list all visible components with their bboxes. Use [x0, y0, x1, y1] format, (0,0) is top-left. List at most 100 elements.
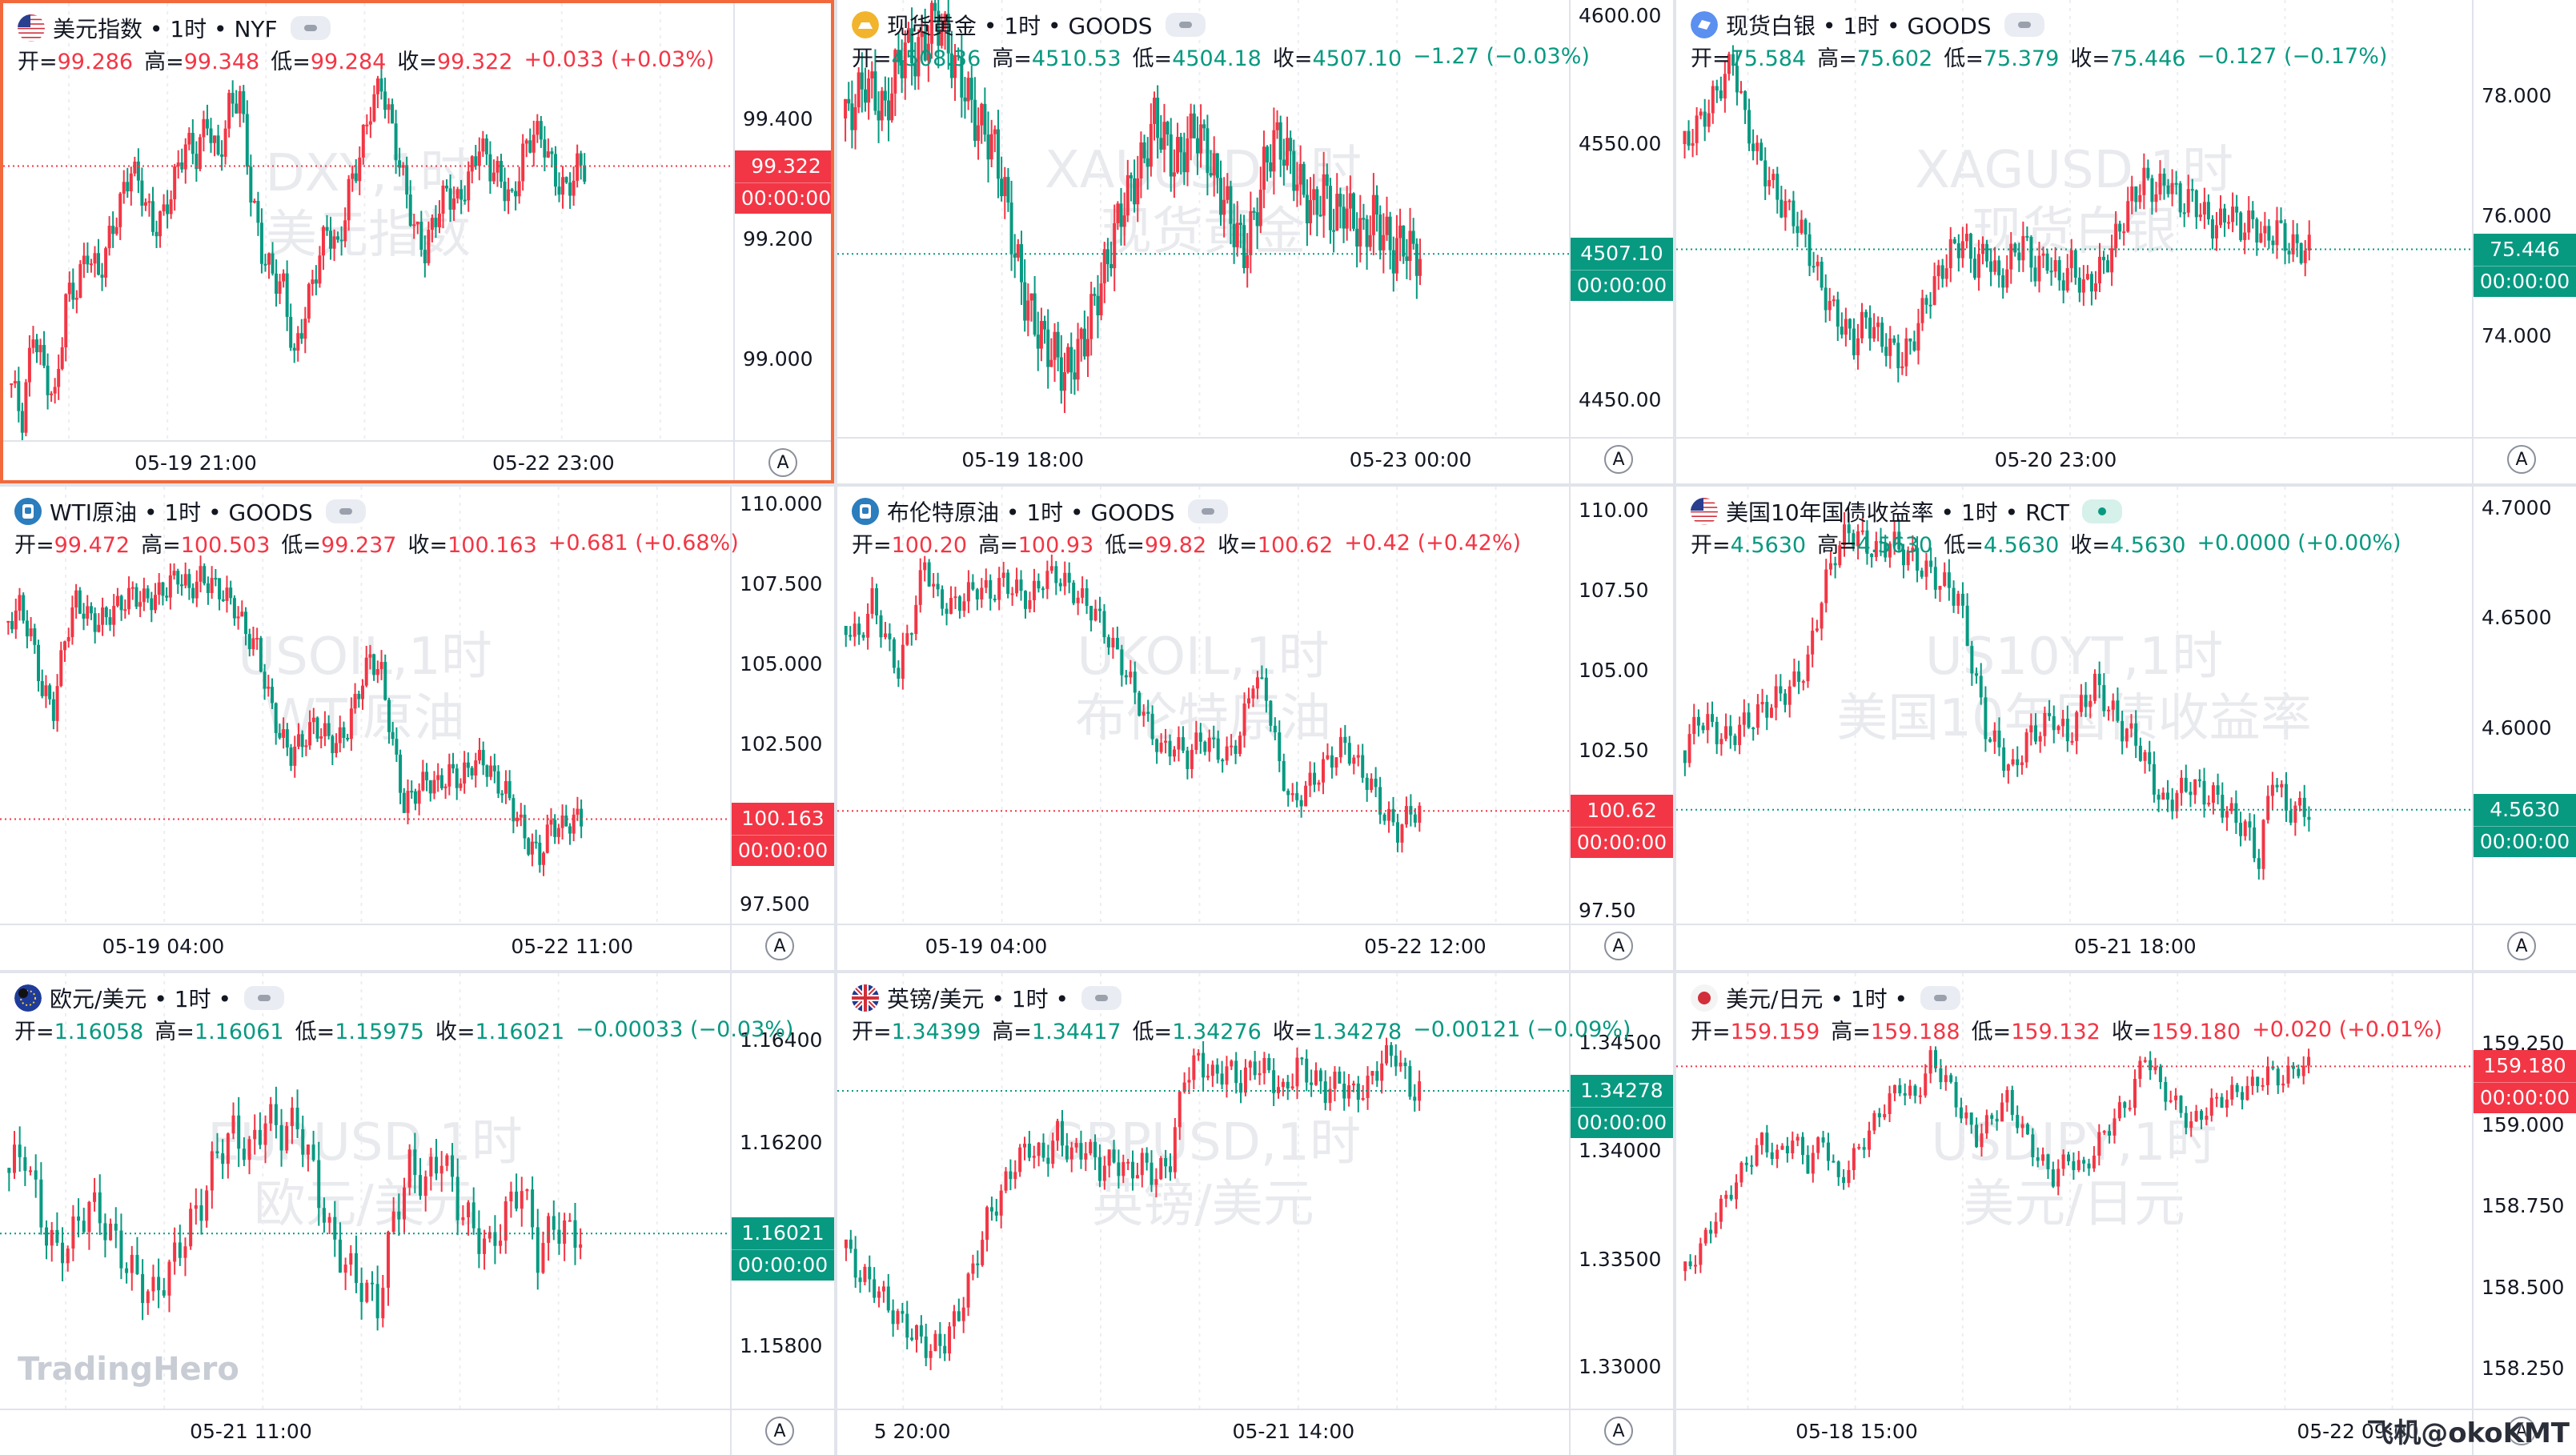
candlestick-chart[interactable] [1676, 487, 2472, 924]
symbol-header[interactable]: 现货白银 • 1时 • GOODS [1691, 8, 2398, 42]
candle [509, 1181, 513, 1218]
auto-scale-button[interactable]: A [1604, 932, 1633, 960]
auto-scale-button[interactable]: A [765, 932, 794, 960]
chart-panel[interactable]: XAUUSD,1时 现货黄金 4600.00 4550.00 4450.00 4507.1… [837, 0, 1673, 483]
market-status-pill[interactable] [290, 16, 331, 40]
market-status-pill[interactable] [1187, 499, 1228, 523]
candlestick-chart[interactable] [837, 487, 1569, 924]
auto-scale-button[interactable]: A [765, 1417, 794, 1445]
candle [553, 146, 557, 196]
symbol-title[interactable]: 美元指数 • 1时 • NYF [53, 16, 278, 42]
auto-scale-button[interactable]: A [1604, 445, 1633, 474]
candle [1391, 236, 1395, 292]
last-price-value: 4.5630 [2490, 797, 2560, 821]
chart-panel[interactable]: XAGUSD,1时 现货白银 78.000 76.000 74.000 75.446 00:… [1676, 0, 2576, 483]
last-price-value: 100.163 [741, 807, 825, 831]
candle [1763, 147, 1767, 201]
candle [364, 645, 368, 687]
symbol-header[interactable]: 美国10年国债收益率 • 1时 • RCT [1691, 495, 2413, 528]
symbol-title[interactable]: 现货白银 • 1时 • GOODS [1726, 13, 1992, 39]
chart-panel[interactable]: EURUSD,1时 欧元/美元 1.16400 1.16200 1.15800 1.160… [0, 973, 834, 1455]
auto-scale-button[interactable]: A [2507, 445, 2536, 474]
time-axis-border [1676, 437, 2576, 439]
candle [1149, 103, 1153, 177]
candle [1755, 134, 1759, 165]
candle [1404, 796, 1408, 828]
chart-panel[interactable]: GBPUSD,1时 英镑/美元 1.34500 1.34000 1.33500 1.330… [837, 973, 1673, 1455]
market-status-pill[interactable] [2081, 499, 2122, 523]
chart-panel[interactable]: USDJPY,1时 美元/日元 159.250 159.000 158.750 158.5… [1676, 973, 2576, 1455]
symbol-header[interactable]: 美元指数 • 1时 • NYF [18, 11, 725, 45]
candle [194, 1188, 198, 1225]
candle [1146, 137, 1150, 190]
chart-panel[interactable]: US10YT,1时 美国10年国债收益率 4.7000 4.6500 4.6000 4.5… [1676, 487, 2576, 970]
symbol-title[interactable]: 布伦特原油 • 1时 • GOODS [887, 499, 1175, 526]
candle [109, 1218, 113, 1241]
candlestick-chart[interactable] [1676, 973, 2472, 1409]
watermark-name: 美元/日元 [1963, 1174, 2185, 1234]
candle [2243, 819, 2247, 841]
candle [2122, 222, 2126, 246]
candle [20, 403, 24, 440]
candle [850, 80, 854, 149]
symbol-header[interactable]: 美元/日元 • 1时 • [1691, 981, 2454, 1015]
symbol-title[interactable]: 欧元/美元 • 1时 • [50, 986, 231, 1012]
symbol-header[interactable]: 欧元/美元 • 1时 • [14, 981, 804, 1015]
candle [2239, 210, 2243, 242]
change-value: −0.00033 (−0.03%) [576, 1016, 794, 1042]
candle [2125, 728, 2129, 748]
symbol-title[interactable]: 现货黄金 • 1时 • GOODS [887, 13, 1153, 39]
candlestick-chart[interactable] [3, 3, 733, 440]
candle [467, 1200, 471, 1236]
candle [70, 595, 74, 645]
auto-scale-button[interactable]: A [1604, 1417, 1633, 1445]
candle [1278, 720, 1282, 772]
candle [140, 167, 144, 217]
candle [2070, 732, 2074, 745]
candlestick-chart[interactable] [837, 973, 1569, 1409]
symbol-header[interactable]: WTI原油 • 1时 • GOODS [14, 495, 750, 528]
auto-scale-button[interactable]: A [768, 448, 797, 477]
time-axis-label: 05-20 23:00 [1994, 448, 2117, 471]
bar-countdown: 00:00:00 [2474, 1082, 2576, 1113]
low-value: 低=4.5630 [1944, 527, 2059, 559]
candle [963, 77, 967, 119]
market-status-pill[interactable] [1081, 986, 1121, 1010]
candle [1836, 1160, 1840, 1186]
market-status-pill[interactable] [2004, 13, 2044, 37]
market-status-pill[interactable] [243, 986, 284, 1010]
candle [1206, 114, 1210, 196]
candle [2045, 248, 2049, 275]
candle [1816, 1136, 1820, 1160]
symbol-title[interactable]: 美国10年国债收益率 • 1时 • RCT [1726, 499, 2069, 526]
price-axis-label: 158.250 [2482, 1357, 2565, 1380]
candlestick-chart[interactable] [0, 973, 730, 1409]
candle [423, 1170, 427, 1212]
symbol-header[interactable]: 布伦特原油 • 1时 • GOODS [852, 495, 1532, 528]
candlestick-chart[interactable] [837, 0, 1569, 437]
symbol-title[interactable]: 美元/日元 • 1时 • [1726, 986, 1908, 1012]
candle [292, 343, 296, 363]
symbol-title[interactable]: 英镑/美元 • 1时 • [887, 986, 1069, 1012]
candlestick-chart[interactable] [0, 487, 730, 924]
market-status-pill[interactable] [1920, 986, 1960, 1010]
chart-panel[interactable]: DXY,1时 美元指数 99.400 99.200 99.000 99.322 00:00:… [0, 0, 834, 483]
auto-scale-button[interactable]: A [2507, 932, 2536, 960]
market-status-pill[interactable] [1165, 13, 1206, 37]
market-status-pill[interactable] [325, 499, 366, 523]
candle [1168, 1153, 1172, 1181]
candle [914, 595, 918, 641]
chart-panel[interactable]: USOIL,1时 WTI原油 110.000 107.500 105.000 102.50… [0, 487, 834, 970]
auto-scale-button[interactable]: A [2507, 1417, 2536, 1445]
candle [966, 71, 970, 110]
candlestick-chart[interactable] [1676, 0, 2472, 437]
symbol-header[interactable]: 现货黄金 • 1时 • GOODS [852, 8, 1601, 42]
candle [1009, 1159, 1013, 1191]
chart-panel[interactable]: UKOIL,1时 布伦特原油 110.00 107.50 105.00 102.50 97.… [837, 487, 1673, 970]
candle [1772, 169, 1776, 189]
last-price-value: 75.446 [2490, 237, 2560, 261]
candle [1687, 120, 1691, 150]
symbol-header[interactable]: 英镑/美元 • 1时 • [852, 981, 1642, 1015]
candle [2210, 214, 2214, 250]
symbol-title[interactable]: WTI原油 • 1时 • GOODS [50, 499, 313, 526]
